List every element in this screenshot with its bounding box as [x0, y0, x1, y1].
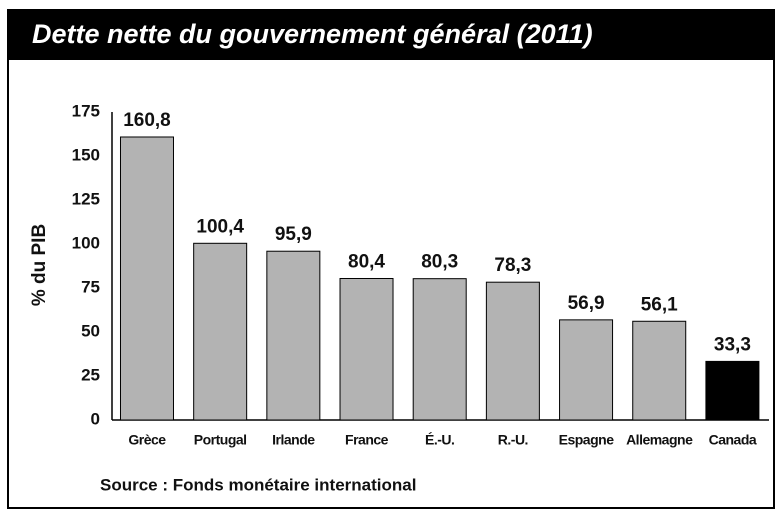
title-bar	[8, 10, 774, 60]
bar	[559, 319, 614, 421]
x-tick-label: Grèce	[128, 432, 166, 448]
bar	[412, 278, 467, 421]
bar	[705, 360, 760, 421]
y-axis-title: % du PIB	[29, 224, 50, 306]
value-label: 100,4	[196, 216, 244, 237]
y-tick-label: 100	[72, 233, 100, 252]
bar	[266, 250, 321, 421]
y-tick-label: 0	[91, 409, 100, 428]
x-tick-label: Canada	[709, 432, 757, 448]
value-label: 33,3	[714, 334, 751, 355]
x-tick-label: R.-U.	[498, 432, 528, 448]
x-tick-label: Irlande	[272, 432, 315, 448]
value-label: 80,3	[421, 252, 458, 273]
y-tick-label: 75	[81, 277, 100, 296]
value-label: 160,8	[123, 110, 171, 131]
y-tick-label: 175	[72, 101, 100, 120]
source: Source : Fonds monétaire international	[100, 475, 416, 494]
bar	[119, 136, 174, 421]
bar	[632, 320, 687, 421]
value-label: 56,1	[641, 294, 678, 315]
bar	[193, 242, 248, 421]
y-tick-label: 150	[72, 145, 100, 164]
y-tick-label: 125	[72, 189, 100, 208]
x-tick-label: Portugal	[194, 432, 247, 448]
value-label: 80,4	[348, 252, 385, 273]
bar	[485, 281, 540, 421]
value-label: 56,9	[568, 293, 605, 314]
bar	[339, 277, 394, 421]
value-label: 95,9	[275, 224, 312, 245]
value-label: 78,3	[494, 255, 531, 276]
x-tick-label: Allemagne	[626, 432, 693, 448]
x-tick-label: Espagne	[559, 432, 615, 448]
x-tick-label: France	[345, 432, 389, 448]
y-tick-label: 25	[81, 365, 100, 384]
x-tick-label: É.-U.	[425, 432, 454, 448]
y-tick-label: 50	[81, 321, 100, 340]
chart-title: Dette nette du gouvernement général (201…	[32, 19, 593, 49]
